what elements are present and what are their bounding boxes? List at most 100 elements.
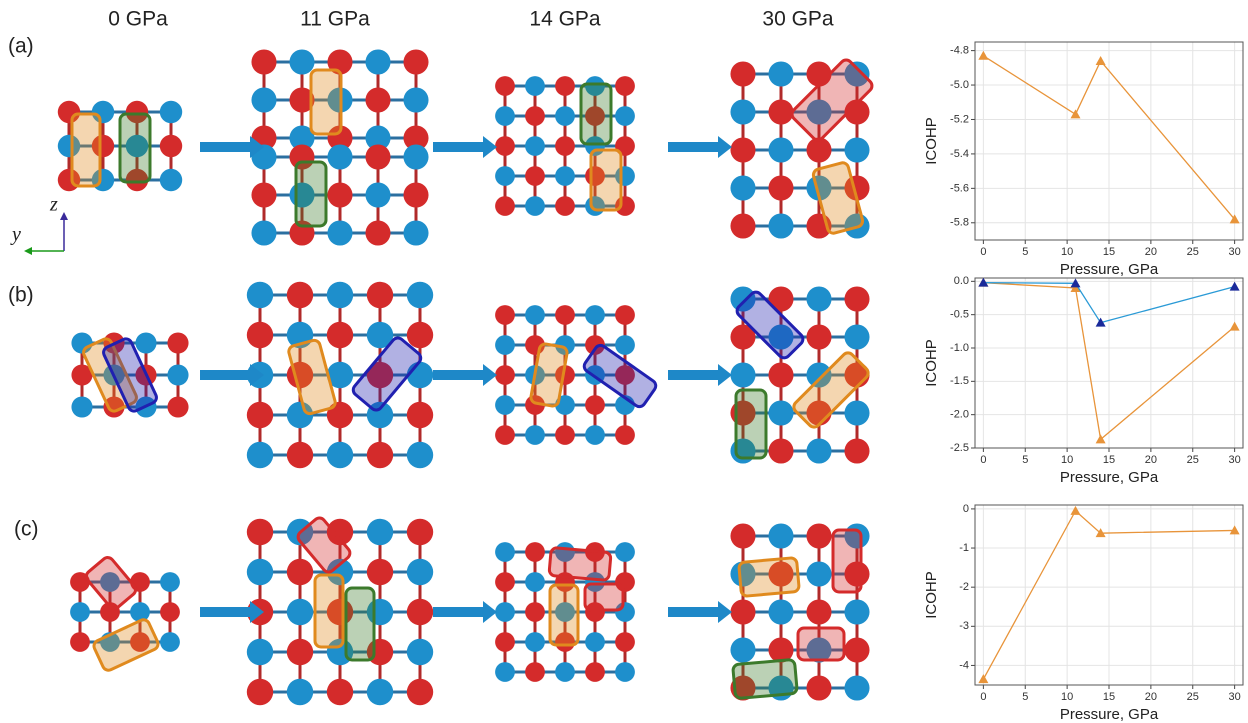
atom: [403, 182, 428, 207]
x-tick-label: 25: [1187, 454, 1199, 466]
y-tick-label: 0: [963, 503, 969, 515]
arrow: [668, 601, 732, 623]
atom: [251, 182, 276, 207]
atom: [70, 632, 90, 652]
atom: [495, 166, 515, 186]
atom: [495, 662, 515, 682]
atom: [585, 395, 605, 415]
atom: [768, 137, 793, 162]
atom: [287, 559, 313, 585]
atom: [806, 561, 831, 586]
atom: [806, 286, 831, 311]
x-tick-label: 5: [1022, 454, 1028, 466]
y-tick-label: -2: [959, 581, 969, 593]
highlight: [550, 585, 578, 645]
atom: [327, 182, 352, 207]
atom: [768, 61, 793, 86]
y-tick-label: -1.5: [950, 375, 969, 387]
atom: [585, 425, 605, 445]
atom: [495, 602, 515, 622]
y-axis-label: ICOHP: [923, 339, 940, 387]
panel-label: (a): [8, 35, 34, 58]
atom: [287, 679, 313, 705]
x-tick-label: 10: [1061, 691, 1073, 703]
atom: [615, 76, 635, 96]
page: 0 GPa 11 GPa 14 GPa 30 GPa (a) (b) (c) z…: [0, 0, 1248, 723]
y-tick-label: -4: [959, 659, 969, 671]
x-tick-label: 25: [1187, 691, 1199, 703]
atom: [525, 136, 545, 156]
y-tick-label: -2.5: [950, 442, 969, 454]
atom: [495, 196, 515, 216]
x-tick-label: 15: [1103, 691, 1115, 703]
y-tick-label: -5.6: [950, 182, 969, 194]
atom: [730, 61, 755, 86]
atom: [806, 599, 831, 624]
x-tick-label: 5: [1022, 691, 1028, 703]
atom: [768, 213, 793, 238]
atom: [403, 87, 428, 112]
highlight: [72, 114, 100, 186]
atom: [403, 49, 428, 74]
atom: [844, 637, 869, 662]
atom: [327, 679, 353, 705]
x-tick-label: 10: [1061, 454, 1073, 466]
x-axis-label: Pressure, GPa: [1060, 706, 1159, 723]
highlight: [581, 84, 611, 144]
arrow: [668, 136, 732, 158]
atom: [525, 632, 545, 652]
x-tick-label: 15: [1103, 246, 1115, 258]
highlight: [591, 150, 621, 210]
atom: [768, 599, 793, 624]
x-tick-label: 15: [1103, 454, 1115, 466]
atom: [555, 662, 575, 682]
x-tick-label: 30: [1229, 691, 1241, 703]
atom: [365, 49, 390, 74]
atom: [247, 639, 273, 665]
atom: [525, 196, 545, 216]
atom: [615, 106, 635, 126]
charts: 051015202530-4.8-5.0-5.2-5.4-5.6-5.8Pres…: [923, 42, 1243, 723]
x-tick-label: 30: [1229, 246, 1241, 258]
atom: [844, 286, 869, 311]
axis-letter: z: [49, 194, 58, 216]
atom: [135, 332, 156, 353]
atom: [585, 632, 605, 652]
atom: [407, 442, 433, 468]
atom: [495, 542, 515, 562]
atom: [844, 599, 869, 624]
highlight: [346, 588, 374, 660]
atom: [615, 335, 635, 355]
highlight: [311, 70, 341, 134]
x-tick-label: 5: [1022, 246, 1028, 258]
y-axis-label: ICOHP: [923, 117, 940, 165]
atom: [525, 542, 545, 562]
atom: [806, 438, 831, 463]
atom: [525, 425, 545, 445]
atom: [844, 137, 869, 162]
atom: [525, 602, 545, 622]
atom: [287, 442, 313, 468]
atom: [287, 599, 313, 625]
atom: [768, 99, 793, 124]
highlight: [296, 162, 326, 226]
y-tick-label: -4.8: [950, 45, 969, 57]
arrow: [433, 601, 497, 623]
atom: [167, 396, 188, 417]
atom: [287, 282, 313, 308]
y-tick-label: -5.0: [950, 79, 969, 91]
atom: [495, 76, 515, 96]
atom: [525, 572, 545, 592]
atom: [160, 135, 182, 157]
atom: [365, 182, 390, 207]
atom: [615, 542, 635, 562]
atom: [251, 49, 276, 74]
highlight: [315, 575, 343, 647]
y-tick-label: -1.0: [950, 342, 969, 354]
atom: [327, 144, 352, 169]
figure: 0 GPa 11 GPa 14 GPa 30 GPa (a) (b) (c) z…: [0, 0, 1248, 723]
atom: [730, 99, 755, 124]
atom: [247, 559, 273, 585]
atom: [167, 364, 188, 385]
atom: [367, 519, 393, 545]
